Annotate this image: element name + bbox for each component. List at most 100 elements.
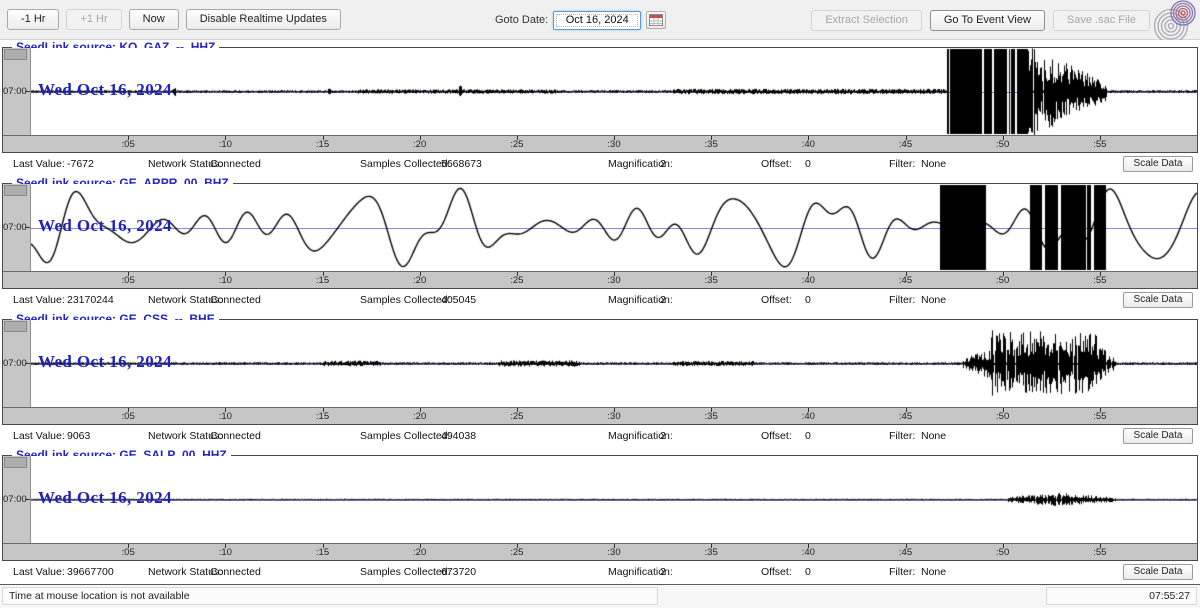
axis-tick-label: :55 [1093, 275, 1107, 286]
last-value-label: Last Value: [13, 294, 65, 306]
axis-tick-mark [711, 136, 713, 140]
last-value-label: Last Value: [13, 430, 65, 442]
waveform-plot-area[interactable]: Wed Oct 16, 2024 [31, 48, 1197, 135]
hour-tick [25, 498, 30, 500]
seismogram-spiral-logo [1154, 0, 1196, 40]
waveform-plot-row: 07:00 Wed Oct 16, 2024 [3, 184, 1197, 271]
time-gutter: 07:00 [3, 320, 31, 407]
now-button[interactable]: Now [128, 9, 179, 30]
gutter-handle[interactable] [4, 457, 27, 468]
axis-tick-label: :35 [704, 275, 718, 286]
waveform-plot-area[interactable]: Wed Oct 16, 2024 [31, 184, 1197, 271]
network-status-label: Network Status: [148, 294, 223, 306]
last-value: 23170244 [67, 294, 114, 306]
samples-collected-value: 494038 [441, 430, 477, 442]
axis-tick-label: :15 [315, 275, 330, 286]
samples-collected-label: Samples Collected: [360, 294, 451, 306]
axis-tick-label: :30 [607, 139, 621, 150]
trace-date-label: Wed Oct 16, 2024 [38, 351, 172, 371]
network-status-value: Connected [210, 158, 261, 170]
axis-tick-mark [322, 272, 324, 276]
last-value: -7672 [67, 158, 94, 170]
axis-tick-label: :20 [413, 275, 427, 286]
go-to-event-view-button[interactable]: Go To Event View [929, 9, 1045, 31]
axis-tick-mark [128, 544, 130, 548]
filter-value: None [921, 158, 947, 170]
offset-value: 0 [805, 158, 811, 170]
axis-tick-mark [808, 408, 810, 412]
network-status-label: Network Status: [148, 158, 223, 170]
magnification-value: 2 [660, 430, 666, 442]
trace-date-label: Wed Oct 16, 2024 [38, 487, 172, 507]
axis-tick-label: :05 [121, 411, 135, 422]
save-sac-file-button[interactable]: Save .sac File [1052, 9, 1150, 31]
axis-tick-label: :10 [218, 547, 232, 558]
axis-tick-label: :55 [1093, 547, 1107, 558]
axis-tick-label: :10 [218, 411, 232, 422]
goto-date-label: Goto Date: [495, 14, 549, 26]
plus-1hr-button[interactable]: +1 Hr [66, 9, 122, 30]
axis-tick-label: :20 [413, 139, 427, 150]
filter-value: None [921, 430, 947, 442]
magnification-value: 2 [660, 158, 666, 170]
filter-value: None [921, 294, 947, 306]
axis-tick-mark [1099, 136, 1101, 140]
scale-data-button[interactable]: Scale Data [1123, 428, 1193, 444]
axis-tick-mark [419, 544, 421, 548]
seedlink-panel: SeedLink source: GE_ARPR_00_BHZ 07:00 We… [0, 176, 1200, 312]
waveform-plot-area[interactable]: Wed Oct 16, 2024 [31, 456, 1197, 543]
network-status-value: Connected [210, 566, 261, 578]
scale-data-button[interactable]: Scale Data [1123, 564, 1193, 580]
axis-tick-label: :40 [801, 411, 815, 422]
waveform-plot-row: 07:00 Wed Oct 16, 2024 [3, 456, 1197, 543]
axis-tick-mark [1099, 544, 1101, 548]
axis-tick-label: :05 [121, 275, 135, 286]
toolbar-right-group: Extract Selection Go To Event View Save … [811, 0, 1150, 40]
axis-tick-mark [516, 408, 518, 412]
disable-realtime-updates-button[interactable]: Disable Realtime Updates [185, 9, 341, 30]
axis-tick-label: :30 [607, 275, 621, 286]
axis-tick-mark [225, 408, 227, 412]
goto-date-input[interactable] [553, 10, 642, 30]
samples-collected-label: Samples Collected: [360, 566, 451, 578]
axis-tick-mark [808, 136, 810, 140]
gutter-handle[interactable] [4, 321, 27, 332]
panel-titled-border: SeedLink source: GE_SALP_00_HHZ 07:00 We… [2, 448, 1198, 561]
axis-tick-mark [808, 272, 810, 276]
goto-date-group: Goto Date: [495, 0, 667, 40]
magnification-label: Magnification: [608, 430, 673, 442]
axis-tick-label: :50 [996, 139, 1010, 150]
axis-tick-mark [905, 272, 907, 276]
scale-data-button[interactable]: Scale Data [1123, 156, 1193, 172]
gutter-handle[interactable] [4, 49, 27, 60]
offset-label: Offset: [761, 566, 792, 578]
bottom-status-bar: Time at mouse location is not available … [0, 584, 1200, 608]
network-status-label: Network Status: [148, 430, 223, 442]
axis-tick-label: :05 [121, 547, 135, 558]
axis-tick-label: :10 [218, 139, 232, 150]
filter-value: None [921, 566, 947, 578]
panel-titled-border: SeedLink source: GE_ARPR_00_BHZ 07:00 We… [2, 176, 1198, 289]
time-gutter: 07:00 [3, 456, 31, 543]
axis-tick-label: :30 [607, 411, 621, 422]
gutter-handle[interactable] [4, 185, 27, 196]
magnification-label: Magnification: [608, 158, 673, 170]
extract-selection-button[interactable]: Extract Selection [811, 9, 922, 31]
axis-tick-mark [516, 544, 518, 548]
last-value-label: Last Value: [13, 566, 65, 578]
calendar-button[interactable] [646, 11, 667, 29]
hour-label: 07:00 [3, 493, 27, 505]
samples-collected-value: 673720 [441, 566, 477, 578]
minus-1hr-button[interactable]: -1 Hr [7, 9, 60, 30]
waveform-plot-area[interactable]: Wed Oct 16, 2024 [31, 320, 1197, 407]
hour-label: 07:00 [3, 221, 27, 233]
axis-tick-label: :10 [218, 275, 232, 286]
network-status-label: Network Status: [148, 566, 223, 578]
scale-data-button[interactable]: Scale Data [1123, 292, 1193, 308]
magnification-label: Magnification: [608, 566, 673, 578]
axis-tick-mark [225, 136, 227, 140]
magnification-value: 2 [660, 294, 666, 306]
axis-tick-label: :35 [704, 547, 718, 558]
axis-tick-label: :30 [607, 547, 621, 558]
axis-tick-mark [711, 544, 713, 548]
